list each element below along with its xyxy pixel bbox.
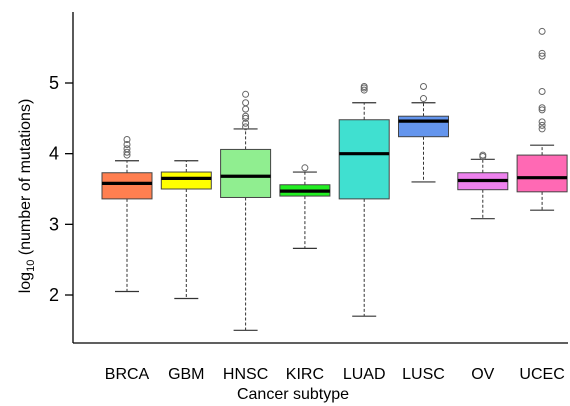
- box-ov: [457, 151, 509, 220]
- y-ticks: 2 3 4 5: [49, 73, 73, 305]
- boxes: [101, 27, 568, 331]
- outlier-point: [360, 86, 368, 94]
- outlier-point: [301, 164, 309, 172]
- outlier-point: [538, 104, 546, 112]
- iqr-box: [101, 172, 153, 200]
- outlier-point: [123, 140, 131, 148]
- outlier-point: [538, 49, 546, 57]
- category-label-lusc: LUSC: [402, 366, 445, 383]
- iqr-box: [398, 115, 449, 138]
- box-luad: [338, 83, 390, 317]
- outlier-point: [242, 105, 250, 113]
- outlier-point: [538, 125, 546, 133]
- category-label-gbm: GBM: [168, 366, 204, 383]
- outlier-point: [420, 95, 427, 103]
- iqr-box: [516, 154, 568, 193]
- outlier-point: [242, 114, 250, 122]
- y-tick-label: 5: [49, 73, 59, 93]
- outlier-point: [123, 148, 131, 156]
- box-kirc: [279, 164, 331, 249]
- category-label-kirc: KIRC: [286, 366, 324, 383]
- x-axis-title: Cancer subtype: [237, 386, 349, 403]
- outlier-point: [242, 123, 250, 131]
- box-lusc: [398, 83, 449, 183]
- outlier-point: [538, 106, 546, 114]
- outlier-point: [242, 90, 250, 98]
- category-label-ov: OV: [471, 366, 494, 383]
- box-gbm: [160, 160, 212, 300]
- y-tick-label: 3: [49, 214, 59, 234]
- category-label-hnsc: HNSC: [223, 366, 268, 383]
- outlier-point: [420, 83, 427, 91]
- outlier-point: [538, 52, 546, 60]
- y-axis-title-main: log: [17, 272, 34, 293]
- outlier-point: [538, 121, 546, 129]
- box-hnsc: [220, 90, 272, 331]
- iqr-box: [220, 148, 272, 198]
- box-brca: [101, 136, 153, 293]
- outlier-point: [360, 83, 368, 91]
- outlier-point: [242, 119, 250, 127]
- outlier-point: [538, 87, 546, 95]
- outlier-point: [538, 27, 546, 35]
- y-axis-title-subscript: 10: [25, 260, 37, 272]
- outlier-point: [538, 118, 546, 126]
- iqr-box: [338, 119, 390, 200]
- category-label-luad: LUAD: [343, 366, 386, 383]
- box-ucec: [516, 27, 568, 211]
- outlier-point: [123, 136, 131, 144]
- outlier-point: [123, 145, 131, 153]
- y-axis-title: log10 (number of mutations): [17, 99, 37, 294]
- category-labels: BRCA GBM HNSC KIRC LUAD LUSC OV UCEC: [105, 366, 565, 383]
- y-axis: 2 3 4 5: [49, 12, 74, 343]
- outlier-point: [242, 112, 250, 120]
- category-label-ucec: UCEC: [519, 366, 564, 383]
- y-axis-title-rest: (number of mutations): [17, 99, 34, 260]
- outlier-point: [242, 99, 250, 107]
- iqr-box: [160, 171, 212, 190]
- y-tick-label: 4: [49, 144, 59, 164]
- y-tick-label: 2: [49, 285, 59, 305]
- outlier-point: [479, 151, 487, 159]
- category-label-brca: BRCA: [105, 366, 150, 383]
